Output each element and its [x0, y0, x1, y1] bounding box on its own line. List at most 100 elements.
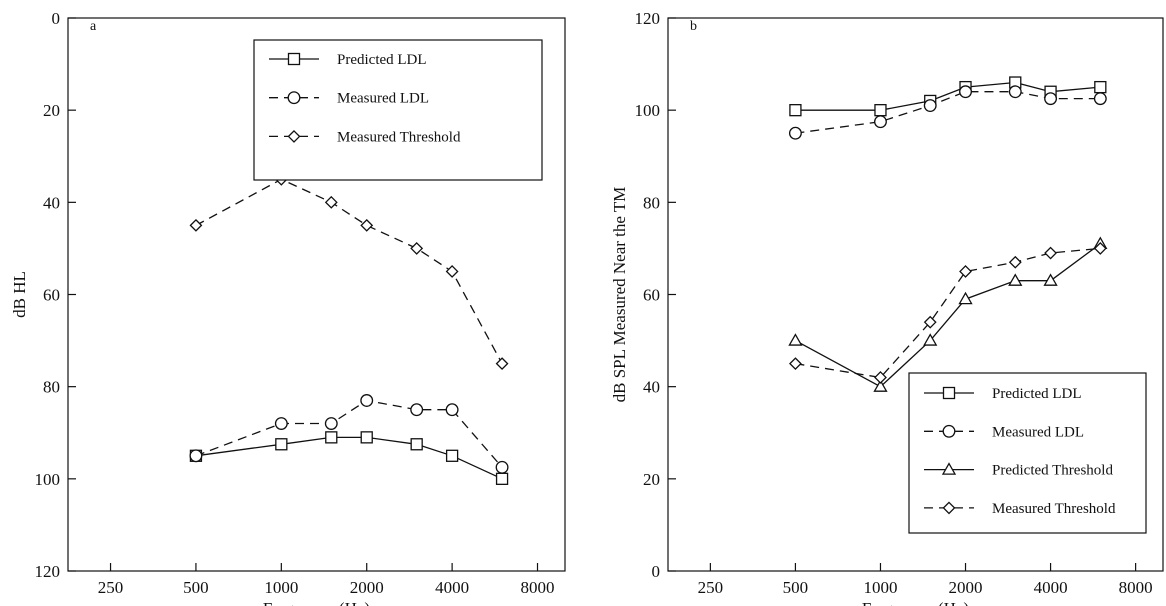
data-point — [410, 241, 424, 255]
data-point — [495, 472, 509, 485]
data-point — [788, 333, 803, 346]
series-predicted-threshold — [788, 236, 1108, 392]
legend-label: Predicted Threshold — [992, 463, 1113, 479]
legend-marker — [941, 462, 957, 475]
legend-label: Predicted LDL — [992, 386, 1082, 402]
data-point — [275, 438, 288, 451]
data-point — [445, 403, 459, 417]
legend-marker — [942, 501, 956, 515]
y-tick-label: 120 — [635, 9, 661, 28]
x-tick-label: 8000 — [521, 578, 555, 597]
data-point — [274, 417, 288, 430]
chart-panel-b: 0 20 40 60 80 100 120 250 500 1000 2000 4000 8000 Fre… — [610, 9, 1164, 606]
data-point — [410, 403, 424, 417]
x-tick-label: 250 — [698, 578, 724, 597]
legend-marker — [942, 424, 956, 438]
data-point — [360, 431, 373, 444]
data-point — [959, 265, 972, 278]
series-predicted-ldl — [789, 76, 1107, 117]
legend-label: Measured LDL — [337, 91, 429, 107]
data-point — [874, 104, 887, 117]
series-measured-ldl — [189, 394, 509, 474]
legend-marker — [287, 129, 301, 143]
legend-marker — [287, 91, 301, 105]
legend-box — [253, 39, 543, 181]
legend-label: Measured Threshold — [337, 129, 461, 145]
x-tick-label: 500 — [183, 578, 209, 597]
data-point — [1093, 241, 1107, 255]
data-point — [788, 126, 802, 140]
y-tick-label: 20 — [643, 470, 660, 489]
data-point — [874, 371, 887, 384]
x-tick-label: 8000 — [1119, 578, 1153, 597]
data-point — [958, 291, 973, 305]
data-point — [445, 449, 459, 462]
y-tick-label: 120 — [35, 562, 61, 581]
x-tick-label: 500 — [783, 578, 809, 597]
data-point — [325, 431, 338, 444]
legend-label: Predicted LDL — [337, 52, 427, 68]
data-point — [189, 218, 203, 232]
data-point — [324, 417, 338, 430]
x-tick-label: 1000 — [264, 578, 298, 597]
legend: Predicted LDL Measured LDL Predicted Thres… — [908, 372, 1147, 534]
data-point — [923, 333, 938, 346]
y-tick-label: 80 — [643, 193, 660, 212]
panel-letter: a — [90, 19, 97, 34]
y-tick-label: 40 — [643, 378, 660, 397]
data-point — [923, 315, 937, 329]
x-axis-label: Frequency (Hz) — [263, 599, 370, 606]
data-point — [789, 357, 802, 371]
chart-panel-a: 0 20 40 60 80 100 120 250 500 1000 2000 4000 8000 Fre… — [10, 9, 566, 606]
data-point — [959, 85, 972, 99]
data-point — [324, 195, 338, 209]
series-measured-threshold — [789, 241, 1107, 384]
x-axis-label: Frequency (Hz) — [862, 599, 969, 606]
y-tick-label: 100 — [35, 470, 61, 489]
x-tick-label: 2000 — [949, 578, 983, 597]
data-point — [495, 460, 509, 474]
series-measured-threshold — [189, 172, 509, 371]
y-tick-label: 80 — [43, 378, 60, 397]
legend-label: Measured LDL — [992, 424, 1084, 440]
series-line — [795, 243, 1101, 388]
data-point — [360, 394, 374, 407]
x-tick-label: 2000 — [350, 578, 384, 597]
y-tick-label: 20 — [43, 101, 60, 120]
data-point — [873, 379, 888, 392]
data-point — [1008, 85, 1022, 99]
data-point — [1008, 255, 1022, 269]
y-tick-label: 60 — [643, 286, 660, 305]
x-tick-label: 4000 — [435, 578, 469, 597]
data-point — [189, 449, 203, 463]
series-measured-ldl — [788, 85, 1107, 140]
data-point — [360, 218, 374, 232]
x-tick-label: 1000 — [863, 578, 897, 597]
legend-label: Measured Threshold — [992, 501, 1116, 517]
data-point — [789, 104, 802, 117]
data-point — [1093, 92, 1107, 106]
data-point — [874, 115, 887, 129]
y-tick-label: 60 — [43, 286, 60, 305]
x-tick-label: 250 — [98, 578, 124, 597]
y-tick-label: 0 — [52, 9, 61, 28]
y-tick-label: 40 — [43, 193, 60, 212]
y-axis-label: dB HL — [10, 271, 29, 318]
data-point — [1044, 246, 1057, 260]
data-point — [495, 357, 509, 371]
series-line — [795, 247, 1101, 379]
data-point — [410, 438, 423, 451]
data-point — [1094, 80, 1107, 94]
x-tick-label: 4000 — [1034, 578, 1068, 597]
y-axis-label: dB SPL Measured Near the TM — [610, 187, 629, 403]
panel-letter: b — [690, 19, 697, 34]
legend-marker — [942, 386, 956, 400]
y-tick-label: 0 — [652, 562, 661, 581]
data-point — [1008, 273, 1023, 286]
data-point — [1043, 273, 1058, 286]
data-point — [445, 265, 459, 278]
y-tick-label: 100 — [635, 101, 661, 120]
legend: Predicted LDL Measured LDL Measured Thresh… — [253, 39, 543, 181]
data-point — [923, 99, 937, 113]
